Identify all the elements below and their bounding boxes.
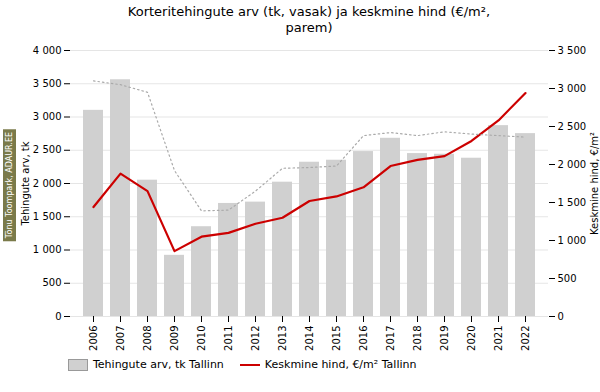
html-text:Keskmine hind, €/m² Tallinn: Keskmine hind, €/m² Tallinn [264, 358, 417, 371]
svg-text:2006: 2006 [88, 326, 99, 351]
svg-text:2021: 2021 [493, 326, 504, 351]
svg-text:0: 0 [55, 311, 61, 322]
svg-text:2008: 2008 [142, 326, 153, 351]
html-text:Tehingute arv, tk Tallinn: Tehingute arv, tk Tallinn [93, 358, 224, 371]
svg-text:500: 500 [558, 273, 577, 284]
svg-text:2 000: 2 000 [33, 178, 62, 189]
svg-text:4 000: 4 000 [33, 45, 62, 56]
svg-text:2009: 2009 [169, 326, 180, 351]
svg-text:Tehingute arv, tk: Tehingute arv, tk [20, 141, 31, 226]
html-text:Korteritehingute arv (tk, vasa: Korteritehingute arv (tk, vasak) ja kesk… [127, 4, 491, 35]
svg-text:3 000: 3 000 [33, 111, 62, 122]
svg-text:1 000: 1 000 [33, 244, 62, 255]
svg-text:2 500: 2 500 [558, 121, 587, 132]
svg-text:2018: 2018 [412, 326, 423, 351]
svg-text:2010: 2010 [196, 326, 207, 351]
svg-text:500: 500 [42, 277, 61, 288]
svg-text:2015: 2015 [331, 326, 342, 351]
svg-text:2012: 2012 [250, 326, 261, 351]
svg-text:2020: 2020 [466, 326, 477, 351]
svg-text:3 500: 3 500 [558, 45, 587, 56]
svg-text:2022: 2022 [520, 326, 531, 351]
svg-text:1 500: 1 500 [33, 211, 62, 222]
svg-text:2 000: 2 000 [558, 159, 587, 170]
svg-text:1 500: 1 500 [558, 197, 587, 208]
svg-text:2013: 2013 [277, 326, 288, 351]
svg-text:0: 0 [558, 311, 564, 322]
svg-text:2019: 2019 [439, 326, 450, 351]
svg-text:1 000: 1 000 [558, 235, 587, 246]
svg-text:2014: 2014 [304, 326, 315, 351]
svg-text:3 000: 3 000 [558, 83, 587, 94]
svg-text:3 500: 3 500 [33, 78, 62, 89]
svg-text:2017: 2017 [385, 326, 396, 351]
svg-text:2016: 2016 [358, 326, 369, 351]
svg-text:2 500: 2 500 [33, 144, 62, 155]
svg-text:2011: 2011 [223, 326, 234, 351]
html-text:Tõnu Toompark, ADAUR.EE: Tõnu Toompark, ADAUR.EE [4, 132, 14, 239]
svg-text:2007: 2007 [115, 326, 126, 351]
svg-text:Keskmine hind, €/m²: Keskmine hind, €/m² [589, 132, 600, 235]
